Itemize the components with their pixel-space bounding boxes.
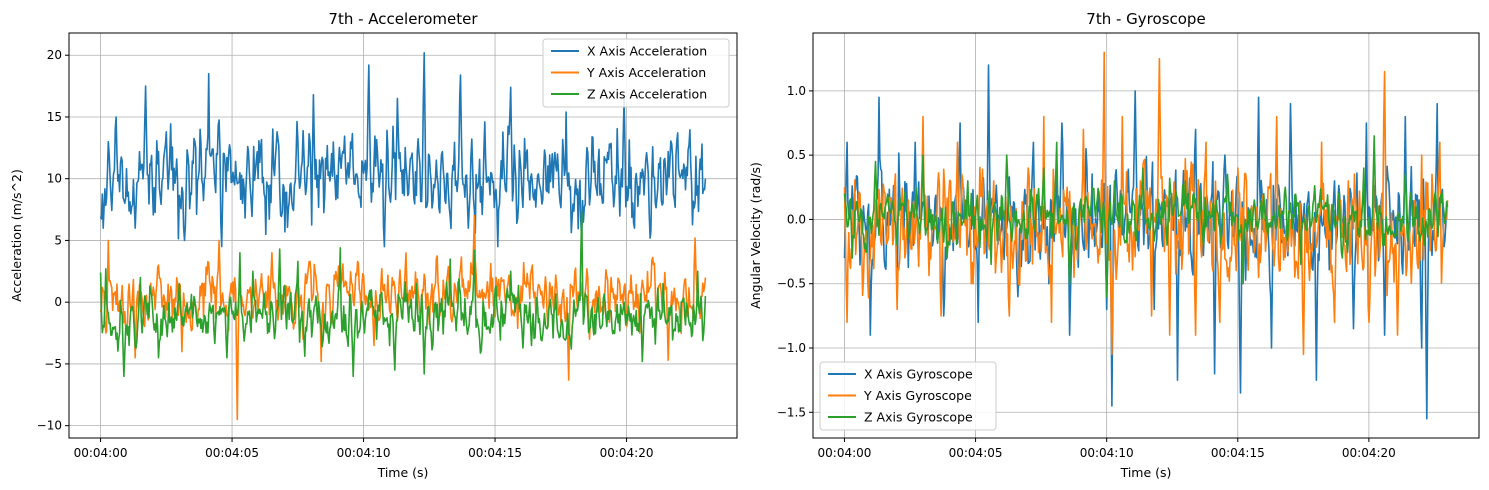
x-tick-label: 00:04:10 xyxy=(337,446,391,460)
y-tick-label: 0.0 xyxy=(787,212,806,226)
series-line-2 xyxy=(99,211,707,378)
y-tick-label: −10 xyxy=(37,419,62,433)
legend: X Axis Acceleration Y Axis Acceleration Z … xyxy=(542,38,730,108)
x-tick-label: 00:04:15 xyxy=(468,446,522,460)
y-tick-label: −1.5 xyxy=(777,405,806,419)
legend-label: Y Axis Gyroscope xyxy=(863,388,972,403)
y-tick-label: −0.5 xyxy=(777,277,806,291)
series-group xyxy=(843,51,1449,420)
legend-label: X Axis Acceleration xyxy=(587,44,707,59)
legend-box xyxy=(542,38,730,108)
series-line-0 xyxy=(99,52,707,248)
y-tick-label: 0.5 xyxy=(787,148,806,162)
x-tick-label: 00:04:00 xyxy=(74,446,128,460)
x-tick-label: 00:04:05 xyxy=(949,446,1003,460)
y-tick-label: 1.0 xyxy=(787,84,806,98)
x-tick-label: 00:04:20 xyxy=(1342,446,1396,460)
accelerometer-chart: 00:04:00 00:04:05 00:04:10 00:04:15 00:04:20… xyxy=(9,10,738,480)
plot-frame xyxy=(812,32,1480,439)
x-tick-label: 00:04:00 xyxy=(818,446,872,460)
x-tick-label: 00:04:20 xyxy=(600,446,654,460)
y-tick-label: −5 xyxy=(44,357,62,371)
legend-box xyxy=(819,361,997,431)
x-tick-label: 00:04:10 xyxy=(1080,446,1134,460)
y-tick-label: 5 xyxy=(54,233,62,247)
x-axis-label: Time (s) xyxy=(1120,465,1172,480)
legend: X Axis Gyroscope Y Axis Gyroscope Z Axis G… xyxy=(819,361,997,431)
x-tick-label: 00:04:05 xyxy=(205,446,259,460)
x-axis-label: Time (s) xyxy=(377,465,429,480)
series-group xyxy=(99,52,707,421)
gyroscope-chart: 00:04:00 00:04:05 00:04:10 00:04:15 00:04:20… xyxy=(748,10,1480,480)
legend-label: Z Axis Acceleration xyxy=(587,87,707,102)
legend-label: Z Axis Gyroscope xyxy=(864,410,973,425)
y-axis-label: Angular Velocity (rad/s) xyxy=(748,162,763,309)
legend-label: X Axis Gyroscope xyxy=(864,367,973,382)
y-tick-label: 15 xyxy=(47,110,62,124)
plot-frame xyxy=(68,32,738,439)
y-tick-label: 10 xyxy=(47,172,62,186)
y-tick-label: −1.0 xyxy=(777,341,806,355)
y-tick-label: 20 xyxy=(47,48,62,62)
x-tick-label: 00:04:15 xyxy=(1211,446,1265,460)
y-axis-label: Acceleration (m/s^2) xyxy=(9,169,24,302)
y-tick-label: 0 xyxy=(54,295,62,309)
series-line-2 xyxy=(843,135,1449,298)
legend-label: Y Axis Acceleration xyxy=(586,65,706,80)
chart-title: 7th - Gyroscope xyxy=(1086,10,1205,28)
chart-title: 7th - Accelerometer xyxy=(328,10,478,28)
